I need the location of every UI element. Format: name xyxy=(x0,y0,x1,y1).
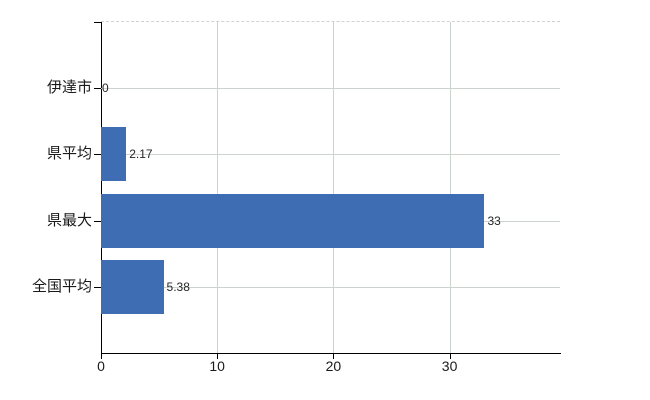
v-gridline xyxy=(333,22,335,353)
x-tick-mark xyxy=(333,354,335,359)
h-gridline xyxy=(101,286,560,288)
bar xyxy=(101,127,127,182)
v-gridline xyxy=(449,22,451,353)
h-gridline xyxy=(101,154,560,156)
bar xyxy=(101,259,164,314)
axis-top-cap-tick xyxy=(94,22,101,23)
category-label: 県平均 xyxy=(46,145,92,163)
x-tick-mark xyxy=(101,354,102,359)
category-label: 県最大 xyxy=(46,211,92,229)
h-gridline xyxy=(101,88,560,90)
x-axis-line xyxy=(101,353,561,354)
category-label: 伊達市 xyxy=(46,79,92,97)
value-label: 0 xyxy=(102,81,109,96)
category-label: 全国平均 xyxy=(31,277,92,295)
category-tick-mark xyxy=(94,220,101,222)
category-tick-mark xyxy=(94,88,101,90)
value-label: 2.17 xyxy=(129,147,153,162)
category-tick-mark xyxy=(94,154,101,156)
bar xyxy=(101,193,485,248)
category-tick-mark xyxy=(94,286,101,288)
plot-top-border xyxy=(101,21,560,22)
x-tick-label: 0 xyxy=(97,358,105,374)
x-tick-label: 10 xyxy=(209,358,225,374)
value-label: 5.38 xyxy=(166,279,190,294)
y-axis-line xyxy=(101,22,102,354)
x-tick-label: 20 xyxy=(325,358,342,374)
x-tick-mark xyxy=(217,354,219,359)
x-tick-mark xyxy=(449,354,451,359)
value-label: 33 xyxy=(487,213,501,228)
x-tick-label: 30 xyxy=(441,358,458,374)
plot-area: 0 2.17 33 5.38 xyxy=(101,21,560,353)
v-gridline xyxy=(217,22,219,353)
